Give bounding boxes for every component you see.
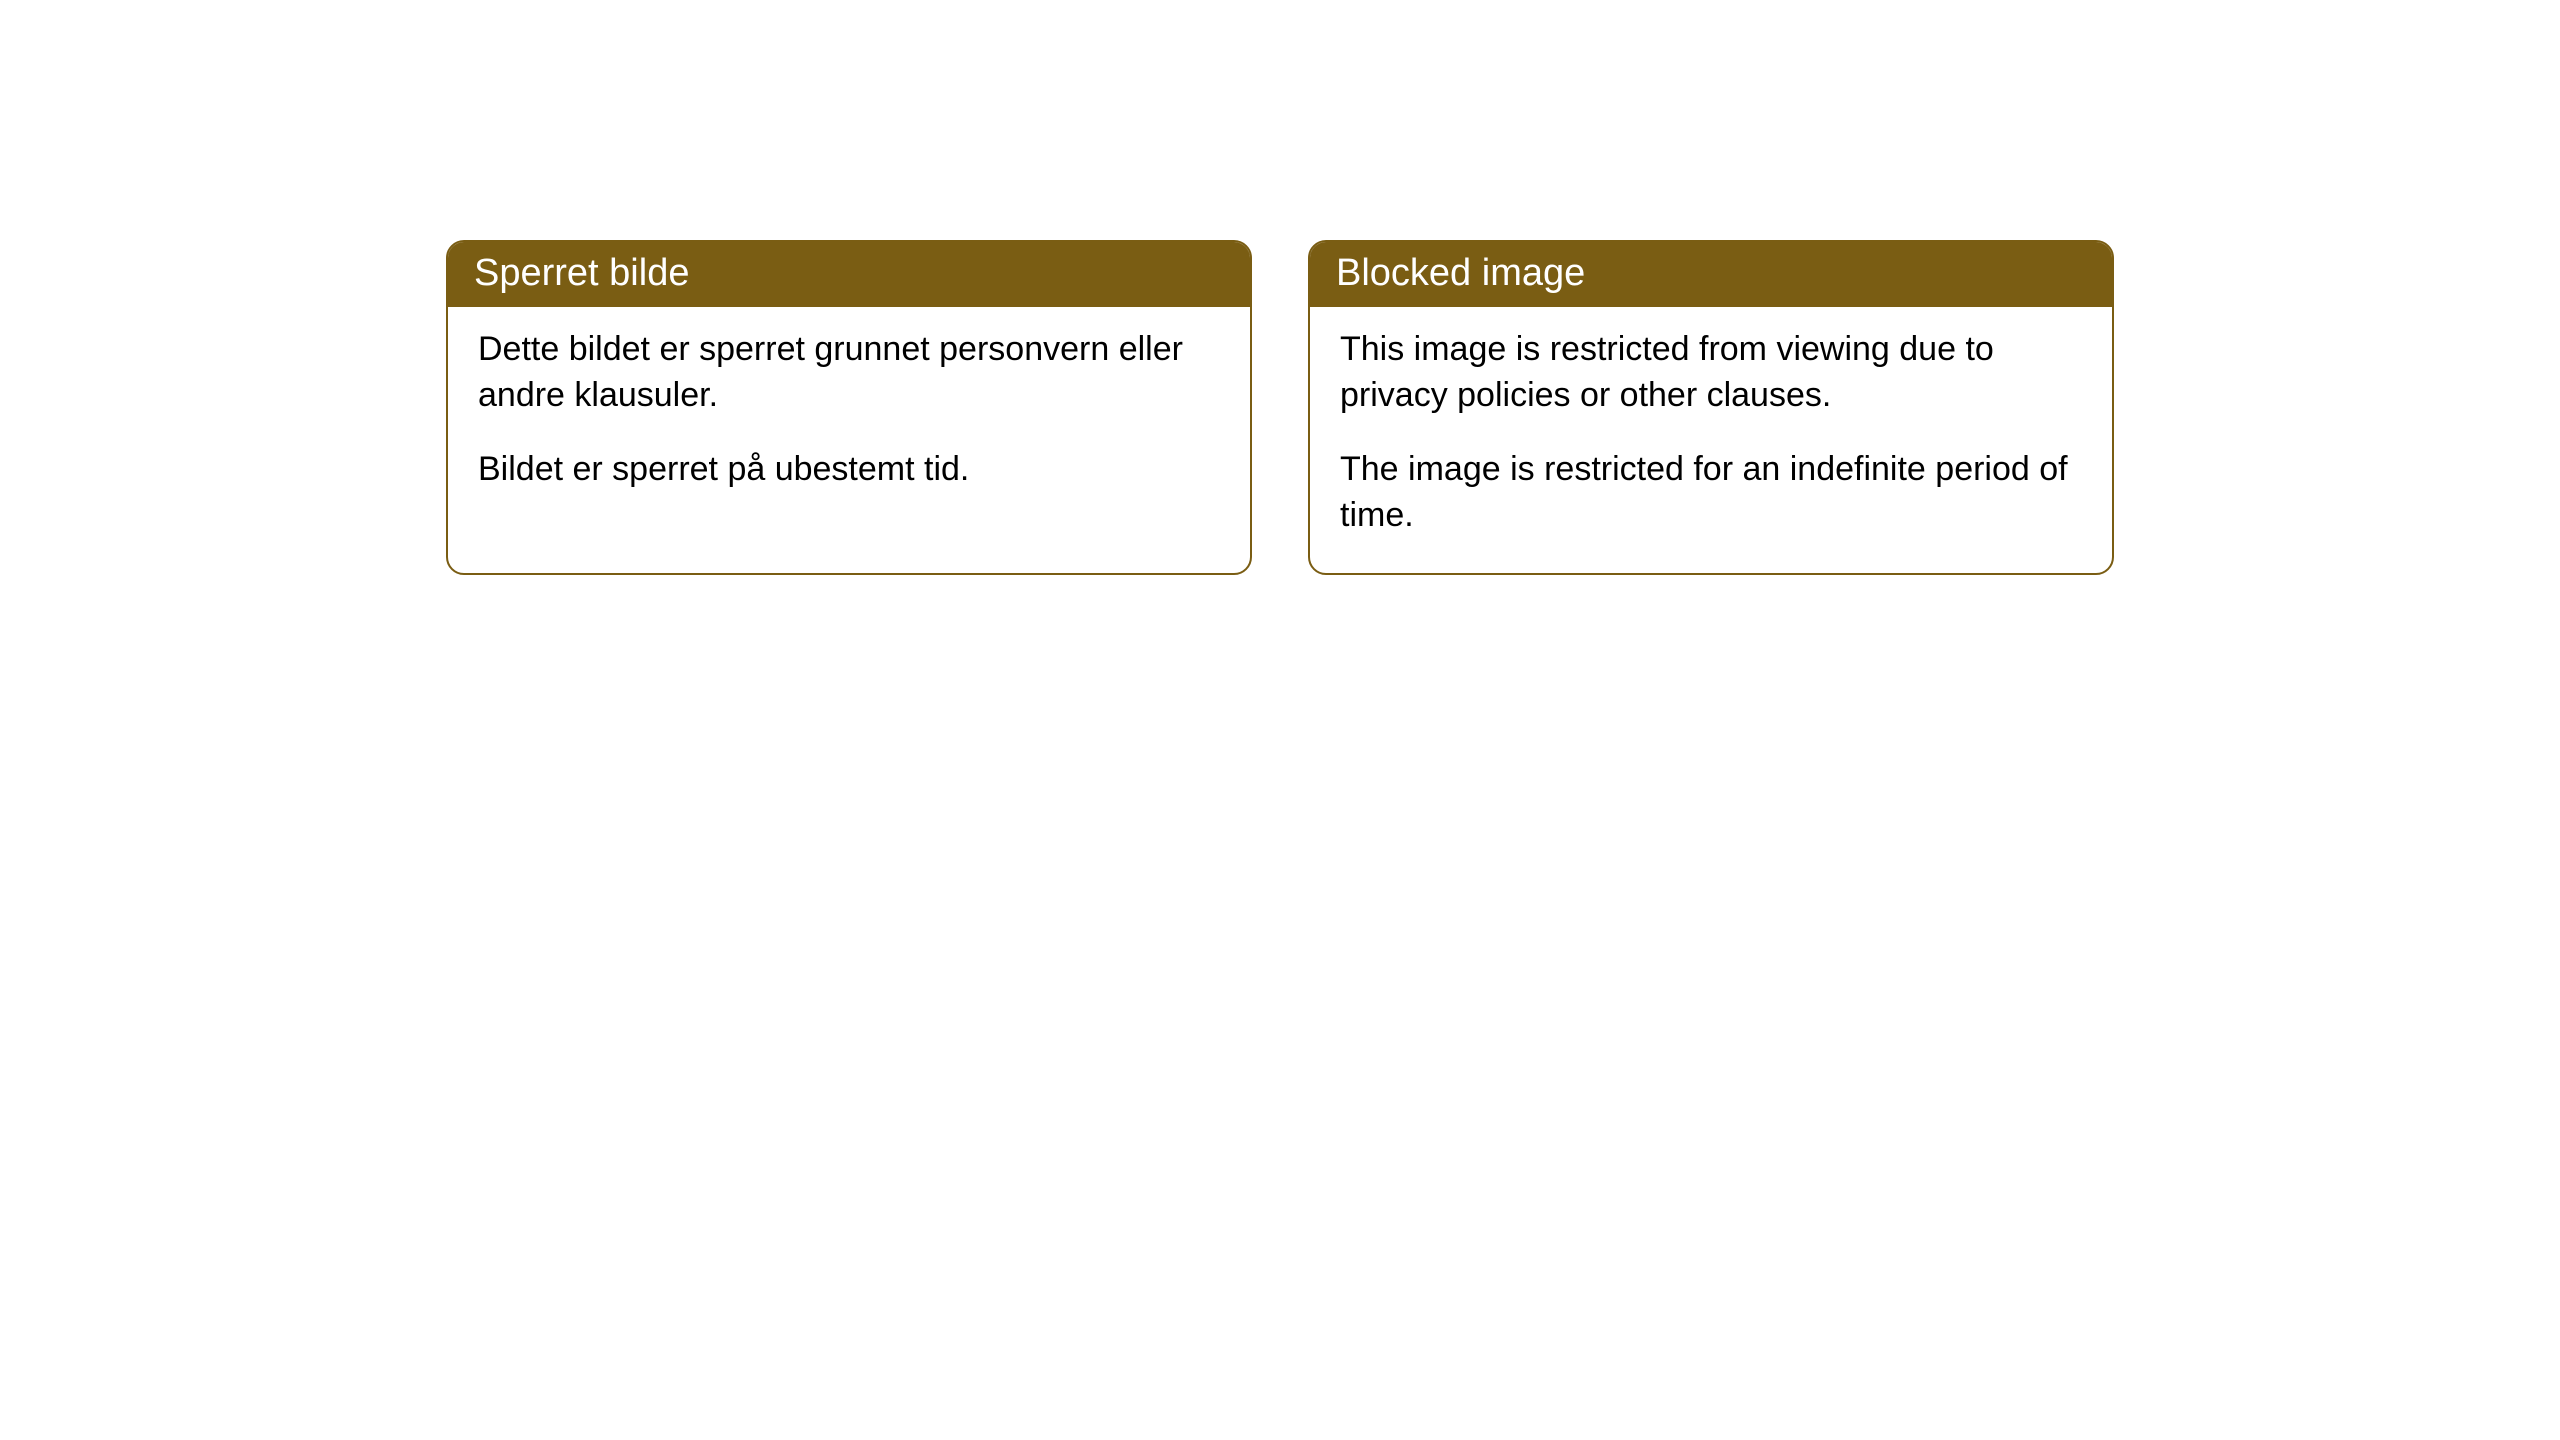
card-title: Sperret bilde [474, 252, 689, 294]
notice-cards-container: Sperret bilde Dette bildet er sperret gr… [446, 240, 2114, 575]
blocked-image-card-norwegian: Sperret bilde Dette bildet er sperret gr… [446, 240, 1252, 575]
card-header: Sperret bilde [448, 242, 1250, 307]
card-header: Blocked image [1310, 242, 2112, 307]
card-title: Blocked image [1336, 252, 1585, 294]
card-body: This image is restricted from viewing du… [1310, 307, 2112, 573]
card-paragraph: Dette bildet er sperret grunnet personve… [478, 327, 1220, 419]
card-body: Dette bildet er sperret grunnet personve… [448, 307, 1250, 527]
card-paragraph: This image is restricted from viewing du… [1340, 327, 2082, 419]
card-paragraph: The image is restricted for an indefinit… [1340, 447, 2082, 539]
blocked-image-card-english: Blocked image This image is restricted f… [1308, 240, 2114, 575]
card-paragraph: Bildet er sperret på ubestemt tid. [478, 447, 1220, 493]
